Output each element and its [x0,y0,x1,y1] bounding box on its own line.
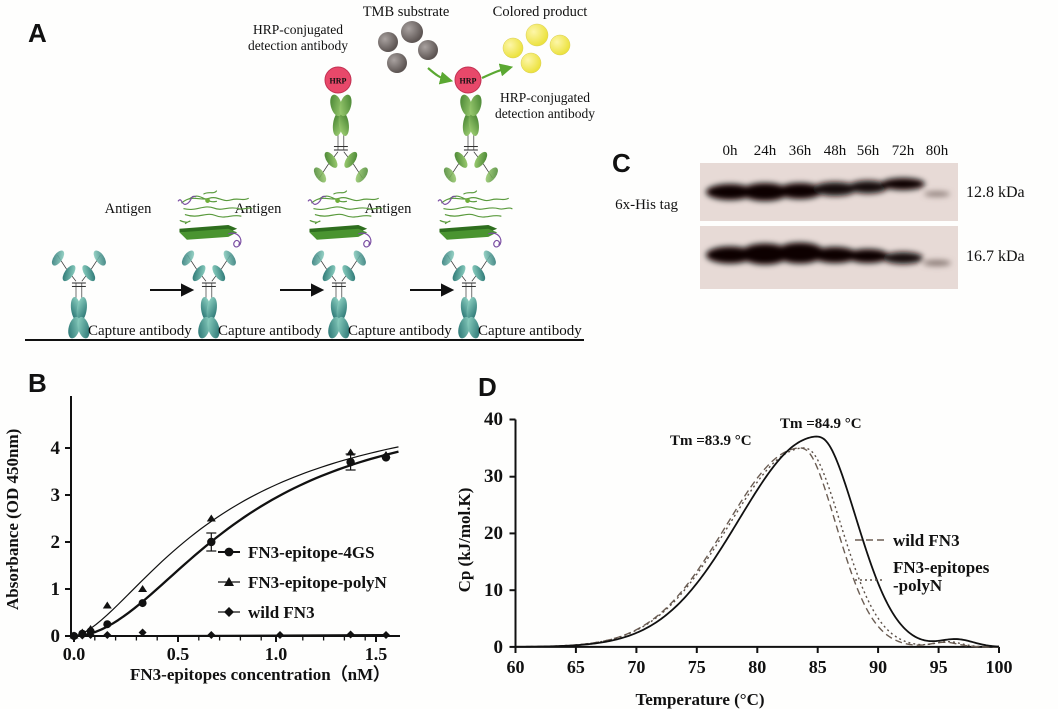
svg-text:FN3-epitopes concentration（nM）: FN3-epitopes concentration（nM） [130,664,390,684]
svg-text:3: 3 [51,485,61,506]
svg-text:FN3-epitope-polyN: FN3-epitope-polyN [248,573,388,592]
svg-text:Tm =83.9 °C: Tm =83.9 °C [670,433,752,449]
svg-text:56h: 56h [857,143,880,159]
svg-text:0.5: 0.5 [167,644,190,664]
svg-text:HRP: HRP [330,77,347,86]
svg-text:detection antibody: detection antibody [495,106,595,121]
svg-text:0: 0 [51,626,61,647]
svg-text:75: 75 [688,657,706,677]
svg-text:6x-His tag: 6x-His tag [615,197,678,213]
svg-text:2: 2 [51,532,61,553]
svg-text:60: 60 [507,657,525,677]
svg-text:85: 85 [809,657,827,677]
svg-text:1: 1 [51,579,61,600]
svg-text:Colored product: Colored product [493,4,588,20]
svg-text:Capture antibody: Capture antibody [88,323,192,339]
svg-text:0h: 0h [723,143,739,159]
svg-text:0: 0 [494,637,504,658]
svg-text:HRP: HRP [460,77,477,86]
svg-text:30: 30 [484,466,503,487]
svg-text:1.5: 1.5 [365,644,388,664]
svg-text:wild FN3: wild FN3 [248,603,315,622]
svg-text:100: 100 [986,657,1013,677]
svg-text:12.8 kDa: 12.8 kDa [966,184,1025,201]
svg-text:Capture antibody: Capture antibody [218,323,322,339]
svg-text:70: 70 [627,657,645,677]
svg-text:FN3-epitope-4GS: FN3-epitope-4GS [248,543,375,562]
svg-text:90: 90 [869,657,887,677]
svg-text:24h: 24h [754,143,777,159]
svg-text:1.0: 1.0 [265,644,288,664]
svg-text:16.7 kDa: 16.7 kDa [966,248,1025,265]
svg-text:36h: 36h [789,143,812,159]
svg-text:0.0: 0.0 [63,644,86,664]
svg-text:Absorbance (OD 450nm): Absorbance (OD 450nm) [3,429,22,610]
svg-text:72h: 72h [892,143,915,159]
svg-text:Tm =84.9 °C: Tm =84.9 °C [780,416,862,432]
svg-text:80: 80 [748,657,766,677]
svg-text:FN3-epitopes: FN3-epitopes [893,558,990,577]
svg-text:Capture antibody: Capture antibody [348,323,452,339]
svg-text:Cp (kJ/mol.K): Cp (kJ/mol.K) [455,488,474,593]
svg-text:65: 65 [567,657,585,677]
svg-text:4: 4 [51,438,61,459]
svg-text:HRP-conjugated: HRP-conjugated [253,22,343,37]
svg-text:Temperature (°C): Temperature (°C) [635,690,764,709]
svg-text:10: 10 [484,580,503,601]
svg-text:80h: 80h [926,143,949,159]
svg-text:48h: 48h [824,143,847,159]
svg-text:Capture antibody: Capture antibody [478,323,582,339]
svg-text:-polyN: -polyN [893,576,943,595]
svg-text:20: 20 [484,523,503,544]
svg-text:TMB substrate: TMB substrate [363,4,450,20]
svg-text:Antigen: Antigen [105,201,152,217]
svg-text:40: 40 [484,409,503,430]
svg-text:detection antibody: detection antibody [248,38,348,53]
svg-text:95: 95 [930,657,948,677]
svg-text:HRP-conjugated: HRP-conjugated [500,90,590,105]
svg-text:wild FN3: wild FN3 [893,531,960,550]
